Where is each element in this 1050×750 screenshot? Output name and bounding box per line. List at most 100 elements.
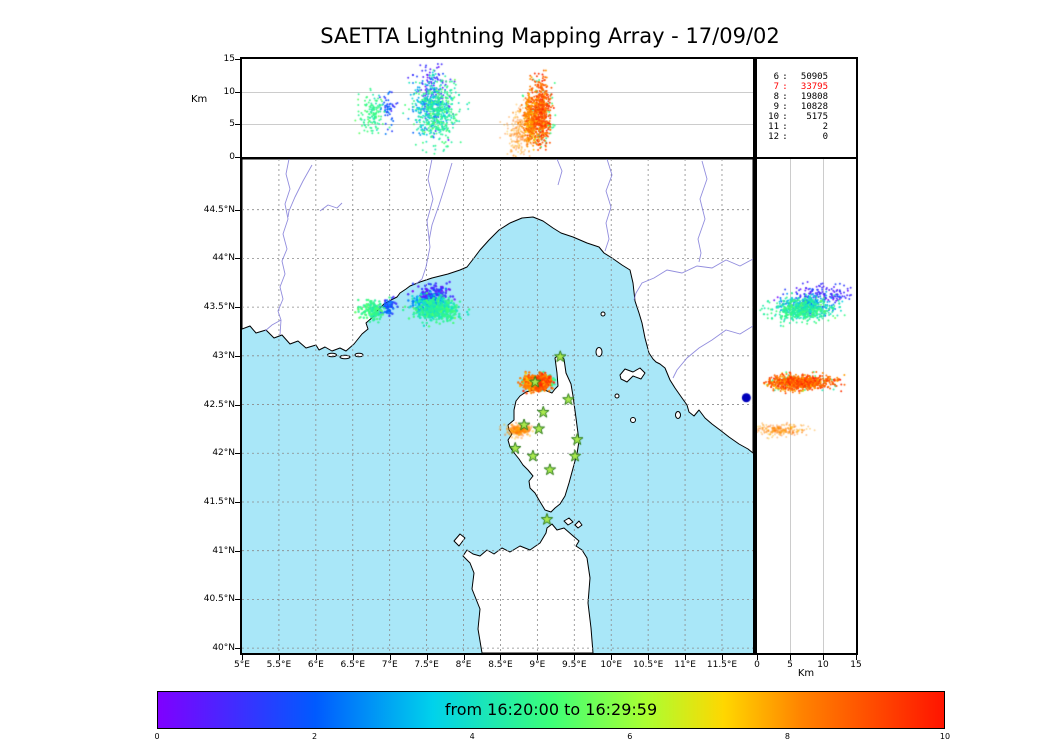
lat-tick-mark bbox=[235, 258, 240, 260]
altitude-latitude-scatter-canvas bbox=[757, 159, 856, 653]
stats-val: 2 bbox=[822, 122, 828, 132]
lon-tick-label: 10.5°E bbox=[633, 660, 664, 670]
lat-tick-mark bbox=[235, 648, 240, 650]
stats-lbl: 7 bbox=[773, 82, 779, 92]
lon-tick-mark bbox=[648, 655, 650, 660]
colorbar-tick-label: 2 bbox=[312, 732, 318, 741]
lon-tick-mark bbox=[242, 655, 243, 660]
lat-tick-label: 42°N bbox=[212, 448, 235, 459]
altitude-tick-label: 10 bbox=[223, 86, 235, 97]
lon-tick-mark bbox=[685, 655, 687, 660]
stats-row: 10: 5175 bbox=[757, 112, 856, 122]
stats-val: 33795 bbox=[800, 82, 828, 92]
lat-tick-mark bbox=[235, 550, 240, 552]
top-axis-km-label: Km bbox=[191, 94, 208, 105]
lon-tick-mark bbox=[463, 655, 465, 660]
lat-tick-mark bbox=[235, 599, 240, 601]
lon-tick-label: 9°E bbox=[529, 660, 546, 670]
lat-tick-mark bbox=[235, 453, 240, 455]
lon-tick-label: 8.5°E bbox=[488, 660, 513, 670]
lat-tick-label: 40°N bbox=[212, 643, 235, 654]
right-km-tick-label: 5 bbox=[787, 660, 793, 670]
stats-lbl: 8 bbox=[773, 92, 779, 102]
page-title: SAETTA Lightning Mapping Array - 17/09/0… bbox=[320, 24, 780, 48]
colorbar-tick-label: 6 bbox=[627, 732, 633, 741]
lon-tick-label: 6°E bbox=[307, 660, 324, 670]
stats-row: 8: 19808 bbox=[757, 92, 856, 102]
stats-sep: : bbox=[782, 92, 788, 102]
right-km-tick-mark bbox=[757, 655, 758, 660]
lon-tick-mark bbox=[352, 655, 354, 660]
stats-sep: : bbox=[782, 132, 788, 142]
lat-tick-mark bbox=[235, 404, 240, 406]
stats-row: 6: 50905 bbox=[757, 72, 856, 82]
stats-lbl: 6 bbox=[773, 72, 779, 82]
stats-rows: 6:50905 7:33795 8:19808 9:10828 10:5175 11:2 1… bbox=[757, 72, 856, 142]
stats-sep: : bbox=[782, 72, 788, 82]
stats-sep: : bbox=[782, 102, 788, 112]
right-axis-km-label: Km bbox=[797, 668, 815, 679]
lat-tick-label: 41.5°N bbox=[203, 496, 235, 507]
colorbar-tick-label: 8 bbox=[784, 732, 790, 741]
altitude-longitude-panel bbox=[240, 57, 755, 159]
stats-val: 5175 bbox=[806, 112, 828, 122]
stats-panel: 6:50905 7:33795 8:19808 9:10828 10:5175 11:2 1… bbox=[755, 57, 858, 159]
altitude-tick-mark bbox=[235, 157, 240, 158]
lon-tick-label: 7°E bbox=[381, 660, 398, 670]
lon-tick-mark bbox=[278, 655, 280, 660]
lon-tick-mark bbox=[537, 655, 539, 660]
map-panel bbox=[240, 157, 755, 655]
right-km-tick-mark bbox=[856, 655, 857, 660]
stats-val: 19808 bbox=[800, 92, 828, 102]
lat-tick-label: 44°N bbox=[212, 253, 235, 264]
altitude-tick-label: 15 bbox=[223, 54, 235, 64]
stats-val: 50905 bbox=[800, 72, 828, 82]
lat-tick-mark bbox=[235, 307, 240, 309]
stats-val: 0 bbox=[822, 132, 828, 142]
stats-row: 7: 33795 bbox=[757, 82, 856, 92]
altitude-latitude-panel bbox=[755, 157, 858, 655]
colorbar-tick-label: 0 bbox=[154, 732, 160, 741]
lat-tick-mark bbox=[235, 501, 240, 503]
colorbar-tick-label: 4 bbox=[469, 732, 475, 741]
time-colorbar bbox=[157, 691, 945, 729]
altitude-tick-mark bbox=[235, 91, 240, 93]
stats-sep: : bbox=[782, 82, 788, 92]
right-km-tick-mark bbox=[823, 655, 824, 660]
stats-lbl: 10 bbox=[768, 112, 779, 122]
lat-tick-label: 43.5°N bbox=[203, 302, 235, 313]
lat-tick-mark bbox=[235, 209, 240, 211]
altitude-tick-mark bbox=[235, 59, 240, 60]
stats-row: 11: 2 bbox=[757, 122, 856, 132]
stats-sep: : bbox=[782, 122, 788, 132]
stats-row: 9: 10828 bbox=[757, 102, 856, 112]
stats-lbl: 11 bbox=[768, 122, 779, 132]
lon-tick-label: 11°E bbox=[674, 660, 696, 670]
lon-tick-label: 5°E bbox=[234, 660, 250, 670]
lat-tick-label: 44.5°N bbox=[203, 204, 235, 215]
stats-lbl: 12 bbox=[768, 132, 779, 142]
lon-tick-mark bbox=[315, 655, 317, 660]
altitude-tick-mark bbox=[235, 124, 240, 126]
lat-tick-label: 40.5°N bbox=[203, 594, 235, 605]
altitude-tick-label: 5 bbox=[229, 119, 235, 130]
lon-tick-mark bbox=[574, 655, 576, 660]
lat-tick-mark bbox=[235, 355, 240, 357]
lon-tick-mark bbox=[426, 655, 428, 660]
right-km-tick-label: 0 bbox=[754, 660, 760, 670]
right-km-tick-label: 15 bbox=[850, 660, 862, 670]
map-scatter-canvas bbox=[242, 159, 753, 653]
lon-tick-label: 5.5°E bbox=[266, 660, 292, 670]
stats-val: 10828 bbox=[800, 102, 828, 112]
stats-row: 12: 0 bbox=[757, 132, 856, 142]
lon-tick-mark bbox=[611, 655, 613, 660]
lon-tick-label: 8°E bbox=[455, 660, 472, 670]
lat-tick-label: 43°N bbox=[212, 350, 235, 361]
altitude-longitude-scatter-canvas bbox=[242, 59, 753, 157]
time-colorbar-label: from 16:20:00 to 16:29:59 bbox=[444, 700, 658, 719]
colorbar-tick-label: 10 bbox=[939, 732, 951, 741]
lat-tick-label: 41°N bbox=[212, 545, 235, 556]
lon-tick-label: 11.5°E bbox=[706, 660, 738, 670]
altitude-tick-label: 0 bbox=[229, 152, 235, 162]
